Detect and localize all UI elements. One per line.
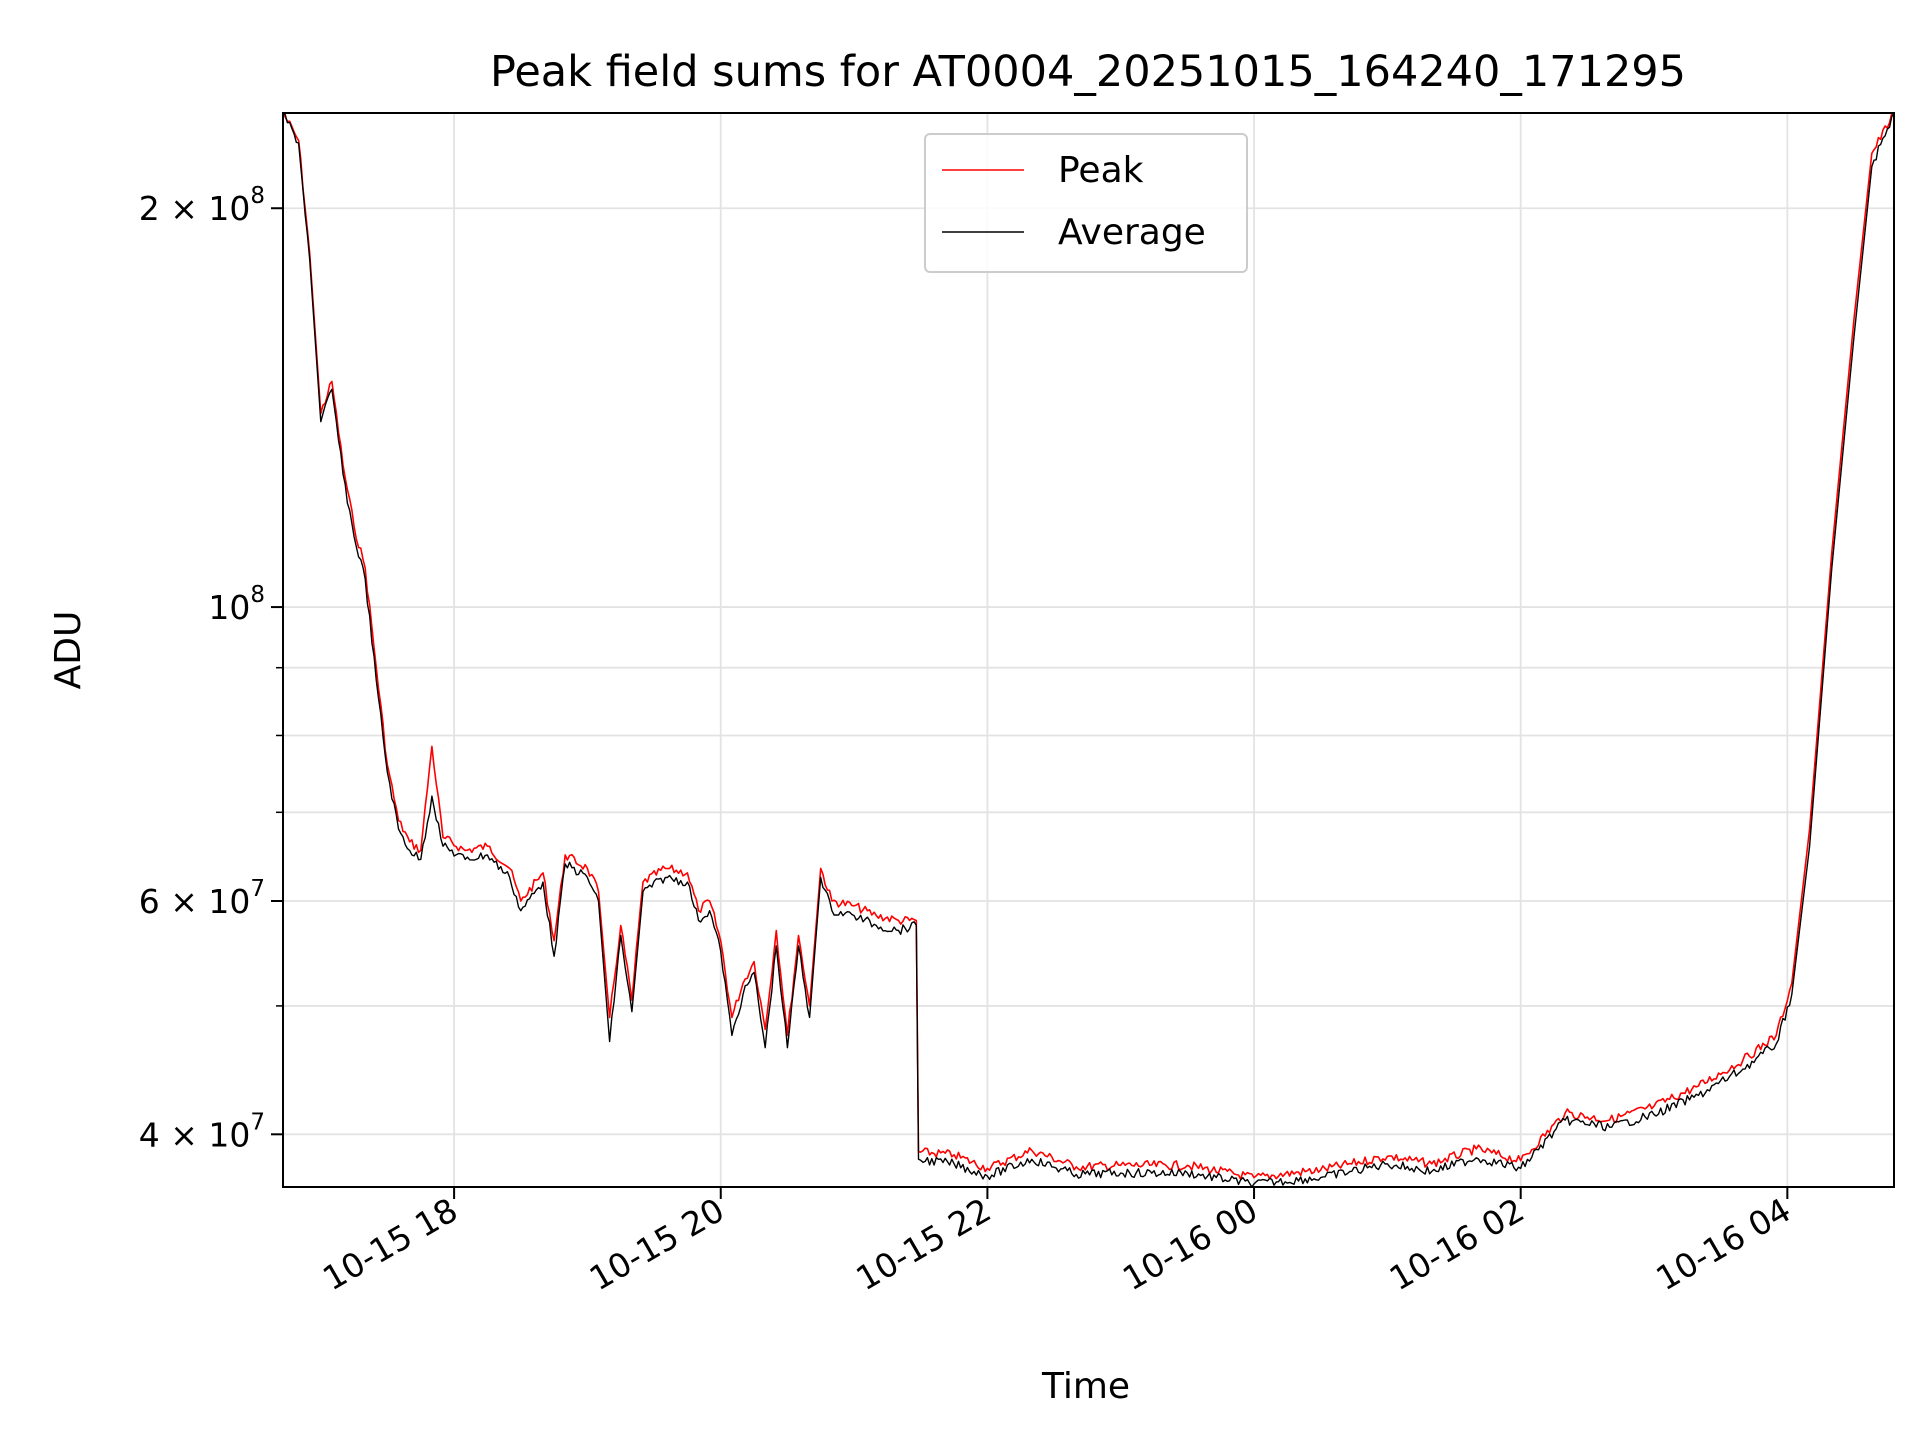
y-tick-exponent: 8 <box>250 183 265 209</box>
grid <box>283 113 1894 1187</box>
x-tick-label: 10-16 04 <box>1649 1190 1797 1298</box>
series-line-peak <box>282 112 1894 1180</box>
legend-label-peak: Peak <box>1058 150 1144 191</box>
y-tick-exponent: 8 <box>250 582 265 608</box>
plot-frame <box>282 112 1895 1188</box>
y-tick-base: 2 × 10 <box>139 189 251 228</box>
x-axis: 10-15 18 10-15 20 10-15 22 10-16 00 10-16 02… <box>316 1187 1797 1298</box>
series-layer <box>282 112 1895 1188</box>
legend: Peak Average <box>924 133 1248 273</box>
legend-label-average: Average <box>1058 212 1206 253</box>
y-tick-exponent: 7 <box>250 876 265 902</box>
y-tick-label: 6 × 107 <box>139 876 265 921</box>
y-tick-exponent: 7 <box>250 1109 265 1135</box>
x-tick-label: 10-15 22 <box>849 1190 997 1298</box>
y-tick-base: 6 × 10 <box>139 882 251 921</box>
y-axis-label: ADU <box>48 611 89 690</box>
series-line-average <box>282 112 1895 1188</box>
x-tick-label: 10-16 00 <box>1116 1190 1264 1298</box>
legend-box <box>924 133 1248 273</box>
chart-title: Peak field sums for AT0004_20251015_1642… <box>490 47 1686 97</box>
y-tick-base: 4 × 10 <box>139 1115 251 1154</box>
x-axis-label: Time <box>1041 1366 1130 1407</box>
y-tick-label: 2 × 108 <box>139 183 265 228</box>
x-tick-label: 10-15 20 <box>583 1190 731 1298</box>
y-tick-label: 4 × 107 <box>139 1109 265 1154</box>
x-tick-label: 10-16 02 <box>1383 1190 1531 1298</box>
y-tick-label: 108 <box>208 582 265 627</box>
x-tick-label: 10-15 18 <box>316 1190 464 1298</box>
y-tick-base: 10 <box>208 588 250 627</box>
